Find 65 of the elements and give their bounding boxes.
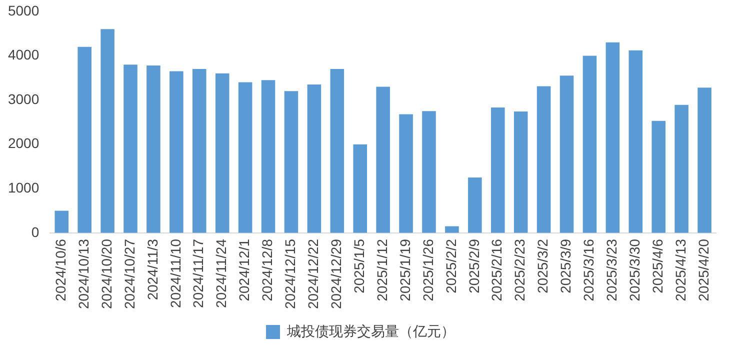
bar — [582, 56, 597, 233]
x-tick-label: 2024/11/10 — [167, 238, 184, 308]
x-tick-label: 2025/4/13 — [672, 238, 688, 302]
x-tick-label: 2025/1/12 — [374, 238, 390, 302]
y-tick-label: 4000 — [8, 46, 40, 63]
x-tick-label: 2024/10/13 — [75, 238, 92, 310]
bar — [146, 65, 160, 233]
x-tick-label: 2025/2/9 — [466, 238, 482, 294]
bar — [560, 76, 574, 233]
bar — [698, 88, 712, 233]
y-tick-label: 5000 — [8, 2, 40, 18]
x-tick-label: 2025/1/5 — [350, 238, 367, 294]
x-tick-label: 2025/4/20 — [695, 238, 712, 302]
x-tick-label: 2025/3/9 — [558, 238, 574, 294]
bar — [376, 86, 390, 233]
x-tick-label: 2024/12/1 — [236, 238, 252, 302]
x-tick-label: 2025/2/23 — [512, 238, 528, 302]
bar — [215, 73, 230, 233]
x-tick-label: 2025/1/19 — [396, 238, 413, 302]
x-tick-label: 2025/2/2 — [442, 238, 459, 294]
bar — [307, 84, 322, 233]
x-tick-label: 2024/12/8 — [259, 238, 276, 302]
bar — [78, 46, 92, 233]
bar — [445, 226, 459, 233]
bar — [422, 111, 436, 233]
bar — [330, 69, 344, 233]
x-tick-label: 2024/11/17 — [190, 238, 206, 308]
bar — [399, 114, 413, 233]
bar — [353, 144, 367, 233]
bar — [652, 120, 666, 233]
x-tick-label: 2025/3/23 — [604, 238, 620, 302]
bar — [284, 91, 298, 233]
x-tick-label: 2024/12/15 — [282, 238, 298, 310]
bar — [674, 104, 688, 233]
bar — [628, 50, 643, 233]
bar — [54, 210, 69, 233]
bar — [170, 71, 184, 233]
bar — [238, 82, 252, 233]
x-tick-label: 2024/10/20 — [98, 238, 114, 310]
x-tick-label: 2024/11/24 — [213, 238, 230, 308]
y-tick-label: 1000 — [8, 179, 40, 196]
y-tick-label: 0 — [31, 224, 40, 240]
bar — [490, 108, 505, 233]
bar — [536, 86, 551, 233]
bar — [124, 64, 138, 233]
x-tick-label: 2024/10/6 — [52, 238, 68, 302]
x-tick-label: 2025/4/6 — [649, 238, 666, 294]
bar — [606, 42, 620, 233]
x-tick-label: 2024/12/22 — [305, 238, 322, 310]
x-tick-label: 2025/1/26 — [420, 238, 436, 302]
legend-label: 城投债现券交易量（亿元） — [286, 322, 455, 339]
bar — [514, 112, 528, 233]
x-tick-label: 2024/12/29 — [328, 238, 344, 310]
bar — [100, 29, 114, 233]
y-tick-label: 3000 — [8, 90, 40, 107]
bar — [261, 80, 276, 233]
x-tick-label: 2024/10/27 — [121, 238, 138, 310]
bar — [192, 69, 206, 233]
y-tick-label: 2000 — [8, 135, 40, 152]
bar — [468, 178, 482, 233]
x-tick-label: 2024/11/3 — [144, 238, 160, 300]
x-tick-label: 2025/3/16 — [580, 238, 597, 302]
x-tick-label: 2025/2/16 — [488, 238, 505, 302]
x-tick-label: 2025/3/2 — [534, 238, 551, 294]
x-tick-label: 2025/3/30 — [626, 238, 642, 302]
